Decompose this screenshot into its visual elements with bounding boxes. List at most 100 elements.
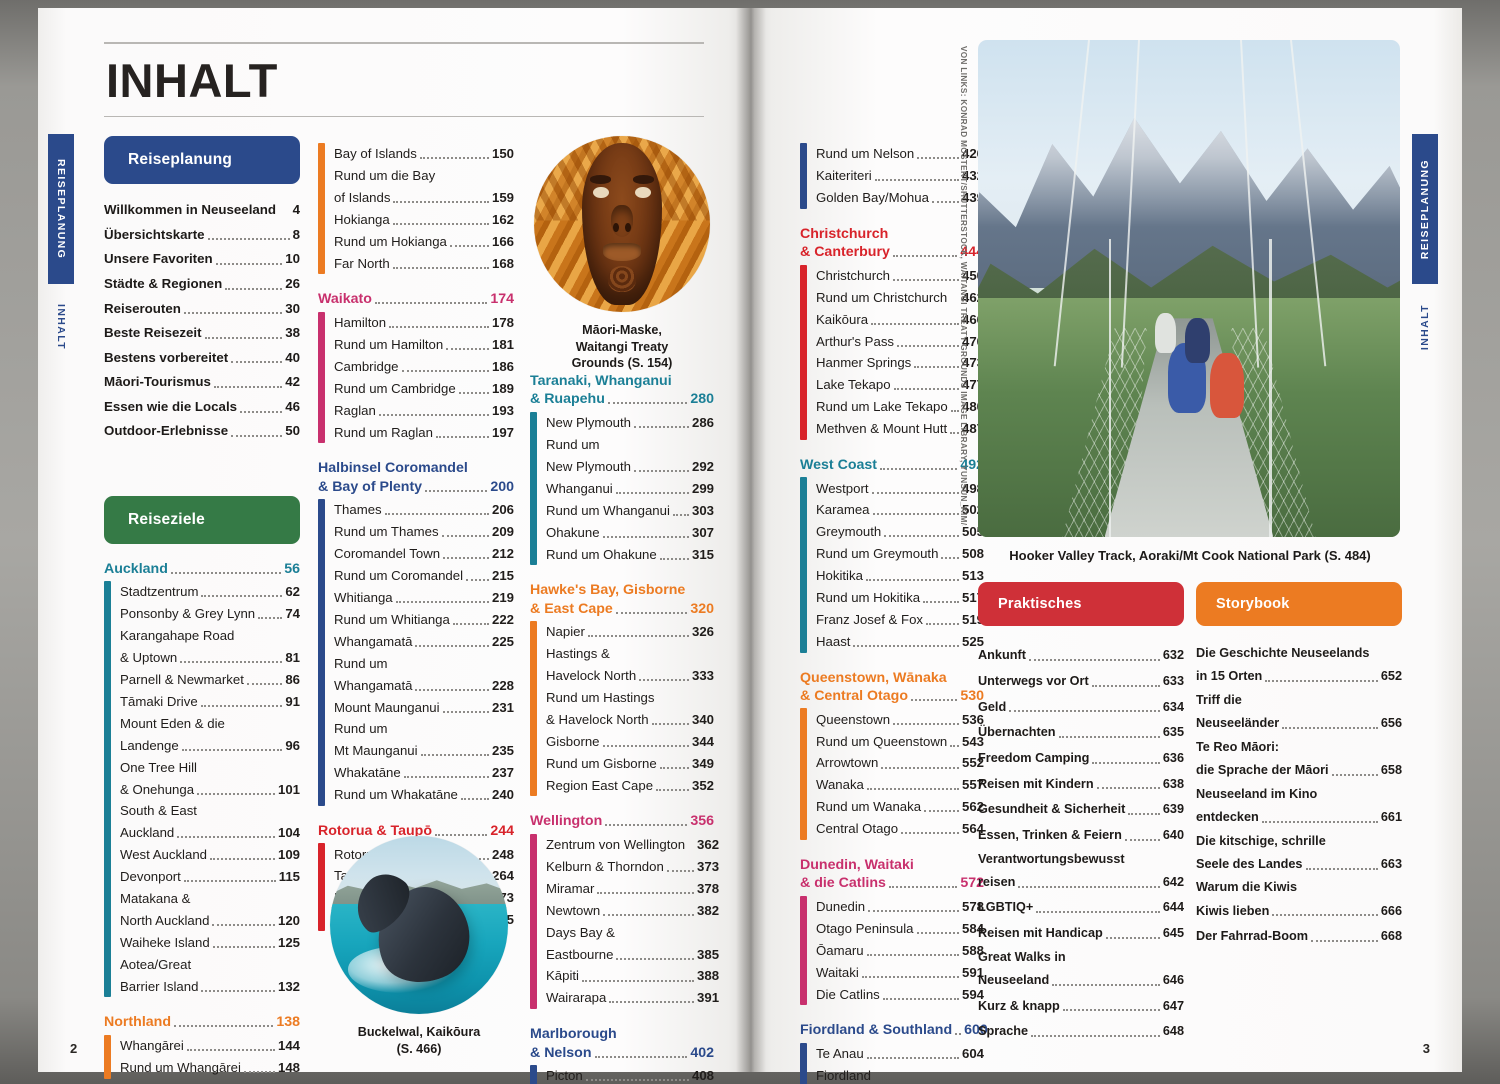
toc-entry-line[interactable]: Triff die [1196, 690, 1402, 711]
toc-entry[interactable]: Übernachten 635 [978, 720, 1184, 746]
toc-subentry[interactable]: Ohakune 307 [546, 521, 714, 543]
region-title[interactable]: Queenstown, Wānaka & Central Otago 530 [800, 669, 984, 706]
toc-subentry[interactable]: Whakatāne 237 [334, 762, 514, 784]
toc-subentry[interactable]: Havelock North 333 [546, 665, 714, 687]
toc-subentry[interactable]: North Auckland 120 [120, 910, 300, 932]
region-title[interactable]: Rotorua & Taupō 244 [318, 822, 514, 840]
toc-entry[interactable]: Reisen mit Kindern 638 [978, 771, 1184, 797]
tab-chapter-right[interactable]: REISEPLANUNG [1412, 134, 1438, 284]
region-title[interactable]: Wellington 356 [530, 812, 714, 830]
toc-subentry[interactable]: Queenstown 536 [816, 708, 984, 730]
toc-subentry[interactable]: New Plymouth 292 [546, 456, 714, 478]
toc-subentry-line[interactable]: One Tree Hill [120, 756, 300, 778]
toc-entry-line[interactable]: Verantwortungsbewusst [978, 848, 1184, 869]
toc-subentry[interactable]: Landenge 96 [120, 735, 300, 757]
toc-subentry[interactable]: & Onehunga 101 [120, 778, 300, 800]
toc-subentry[interactable]: Karamea 502 [816, 499, 984, 521]
toc-entry[interactable]: Māori-Tourismus 42 [104, 370, 300, 395]
toc-subentry[interactable]: Eastbourne 385 [546, 943, 719, 965]
toc-entry[interactable]: Essen, Trinken & Feiern 640 [978, 823, 1184, 849]
toc-entry[interactable]: Beste Reisezeit 38 [104, 321, 300, 346]
toc-subentry[interactable]: Hokitika 513 [816, 565, 984, 587]
toc-subentry[interactable]: Lake Tekapo 477 [816, 374, 984, 396]
toc-entry[interactable]: Kurz & knapp 647 [978, 993, 1184, 1019]
toc-subentry[interactable]: Hokianga 162 [334, 209, 514, 231]
toc-subentry[interactable]: Whangamatā 228 [334, 674, 514, 696]
toc-subentry[interactable]: Bay of Islands 150 [334, 143, 514, 165]
toc-entry-line[interactable]: Die Geschichte Neuseelands [1196, 643, 1402, 664]
toc-entry[interactable]: Unterwegs vor Ort 633 [978, 669, 1184, 695]
toc-subentry[interactable]: Picton 408 [546, 1065, 714, 1084]
toc-entry[interactable]: Essen wie die Locals 46 [104, 395, 300, 420]
toc-entry[interactable]: Kiwis lieben 666 [1196, 898, 1402, 924]
toc-subentry[interactable]: Newtown 382 [546, 900, 719, 922]
toc-entry[interactable]: Neuseeland 646 [978, 968, 1184, 994]
toc-entry-line[interactable]: Te Reo Māori: [1196, 737, 1402, 758]
toc-entry[interactable]: Reisen mit Handicap 645 [978, 921, 1184, 947]
toc-subentry[interactable]: Rund um Thames 209 [334, 521, 514, 543]
toc-entry[interactable]: Ankunft 632 [978, 643, 1184, 669]
toc-subentry[interactable]: Cambridge 186 [334, 356, 514, 378]
toc-subentry[interactable]: Haast 525 [816, 631, 984, 653]
toc-subentry-line[interactable]: Karangahape Road [120, 625, 300, 647]
toc-entry[interactable]: Reiserouten 30 [104, 296, 300, 321]
toc-entry[interactable]: Outdoor-Erlebnisse 50 [104, 419, 300, 444]
toc-subentry[interactable]: Auckland 104 [120, 822, 300, 844]
toc-subentry[interactable]: Rund um Gisborne 349 [546, 753, 714, 775]
toc-subentry[interactable]: Central Otago 564 [816, 818, 984, 840]
toc-entry[interactable]: Seele des Landes 663 [1196, 852, 1402, 878]
toc-entry[interactable]: Städte & Regionen 26 [104, 272, 300, 297]
toc-subentry[interactable]: Tāmaki Drive 91 [120, 691, 300, 713]
toc-subentry[interactable]: Rund um Cambridge 189 [334, 378, 514, 400]
toc-entry-line[interactable]: Neuseeland im Kino [1196, 784, 1402, 805]
toc-subentry[interactable]: Napier 326 [546, 621, 714, 643]
toc-entry[interactable]: in 15 Orten 652 [1196, 664, 1402, 690]
toc-entry[interactable]: Willkommen in Neuseeland 4 [104, 198, 300, 223]
region-title[interactable]: Hawke's Bay, Gisborne & East Cape 320 [530, 581, 714, 618]
toc-subentry[interactable]: Die Catlins 594 [816, 983, 984, 1005]
toc-entry[interactable]: LGBTIQ+ 644 [978, 895, 1184, 921]
region-title[interactable]: Halbinsel Coromandel & Bay of Plenty 200 [318, 459, 514, 496]
toc-subentry[interactable]: Rund um Ohakune 315 [546, 543, 714, 565]
tab-chapter-left[interactable]: REISEPLANUNG [48, 134, 74, 284]
banner-storybook[interactable]: Storybook [1196, 582, 1402, 626]
toc-entry[interactable]: Unsere Favoriten 10 [104, 247, 300, 272]
banner-reiseziele[interactable]: Reiseziele [104, 495, 300, 544]
toc-entry-line[interactable]: Great Walks in [978, 947, 1184, 968]
toc-subentry[interactable]: Ōamaru 588 [816, 940, 984, 962]
toc-subentry[interactable]: Hamilton 178 [334, 312, 514, 334]
toc-subentry[interactable]: Waiheke Island 125 [120, 932, 300, 954]
toc-subentry-line[interactable]: Hastings & [546, 643, 714, 665]
banner-praktisches[interactable]: Praktisches [978, 582, 1184, 626]
toc-subentry[interactable]: & Havelock North 340 [546, 709, 714, 731]
toc-subentry[interactable]: Gisborne 344 [546, 731, 714, 753]
toc-entry[interactable]: Geld 634 [978, 694, 1184, 720]
tab-section-left[interactable]: INHALT [48, 284, 74, 370]
toc-subentry[interactable]: Waitaki 591 [816, 962, 984, 984]
toc-subentry[interactable]: Rund um Whakatāne 240 [334, 784, 514, 806]
toc-subentry[interactable]: Mt Maunganui 235 [334, 740, 514, 762]
toc-subentry-line[interactable]: Fiordland [816, 1065, 984, 1084]
toc-subentry[interactable]: Miramar 378 [546, 878, 719, 900]
toc-subentry-line[interactable]: Rund um [334, 653, 514, 675]
toc-subentry[interactable]: Whanganui 299 [546, 478, 714, 500]
toc-entry[interactable]: Sprache 648 [978, 1019, 1184, 1045]
toc-subentry[interactable]: Otago Peninsula 584 [816, 918, 984, 940]
toc-entry[interactable]: reisen 642 [978, 870, 1184, 896]
toc-entry[interactable]: Neuseeländer 656 [1196, 711, 1402, 737]
toc-subentry[interactable]: Whangārei 144 [120, 1035, 300, 1057]
region-title[interactable]: Waikato 174 [318, 290, 514, 308]
banner-reiseplanung[interactable]: Reiseplanung [104, 136, 300, 184]
toc-subentry[interactable]: Stadtzentrum 62 [120, 581, 300, 603]
toc-entry-line[interactable]: Warum die Kiwis [1196, 877, 1402, 898]
toc-subentry[interactable]: Rund um Hamilton 181 [334, 334, 514, 356]
toc-subentry[interactable]: Far North 168 [334, 253, 514, 275]
region-title[interactable]: Dunedin, Waitaki & die Catlins 572 [800, 856, 984, 893]
toc-subentry-line[interactable]: Days Bay & [546, 921, 719, 943]
toc-entry[interactable]: Gesundheit & Sicherheit 639 [978, 797, 1184, 823]
toc-subentry[interactable]: Rund um Raglan 197 [334, 421, 514, 443]
toc-subentry-line[interactable]: Rund um die Bay [334, 165, 514, 187]
toc-entry[interactable]: Der Fahrrad-Boom 668 [1196, 924, 1402, 950]
toc-subentry[interactable]: Franz Josef & Fox 519 [816, 609, 984, 631]
toc-subentry[interactable]: Rund um Hokitika 517 [816, 587, 984, 609]
